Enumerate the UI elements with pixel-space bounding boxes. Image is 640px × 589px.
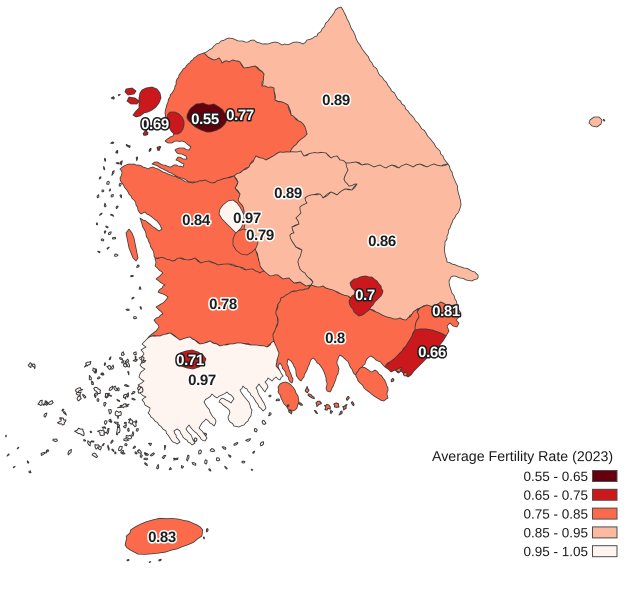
svg-text:0.86: 0.86 [368,233,396,250]
svg-text:0.84: 0.84 [182,212,211,229]
svg-text:0.55: 0.55 [191,111,219,128]
svg-text:0.55 - 0.65: 0.55 - 0.65 [523,469,588,484]
svg-text:0.66: 0.66 [418,344,446,361]
svg-text:0.75 - 0.85: 0.75 - 0.85 [523,507,588,522]
svg-text:0.8: 0.8 [325,330,345,347]
svg-text:0.95 - 1.05: 0.95 - 1.05 [523,544,588,559]
svg-text:0.89: 0.89 [322,92,350,109]
svg-text:0.97: 0.97 [233,210,261,227]
svg-text:0.77: 0.77 [226,107,254,124]
svg-text:0.79: 0.79 [246,227,274,244]
svg-text:0.85 - 0.95: 0.85 - 0.95 [523,525,588,540]
svg-text:0.69: 0.69 [141,116,169,133]
svg-text:0.7: 0.7 [355,287,375,304]
svg-text:0.81: 0.81 [432,303,460,320]
svg-text:Average Fertility Rate (2023): Average Fertility Rate (2023) [432,449,613,465]
svg-text:0.83: 0.83 [148,529,176,546]
svg-text:0.71: 0.71 [176,352,204,369]
svg-text:0.78: 0.78 [209,296,237,313]
svg-text:0.65 - 0.75: 0.65 - 0.75 [523,488,588,503]
svg-text:0.89: 0.89 [274,185,302,202]
svg-text:0.97: 0.97 [188,372,216,389]
